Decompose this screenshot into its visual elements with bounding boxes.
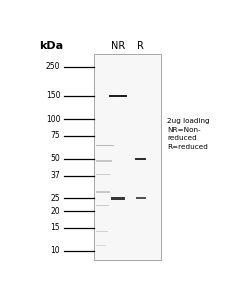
Text: 250: 250 [46, 62, 60, 71]
Bar [94, 55, 160, 260]
Text: R: R [137, 41, 143, 51]
Text: 50: 50 [50, 154, 60, 163]
Text: 100: 100 [46, 115, 60, 124]
Text: 15: 15 [50, 223, 60, 232]
Text: 20: 20 [50, 207, 60, 216]
Text: 25: 25 [50, 194, 60, 203]
Bar [95, 174, 110, 175]
Bar [135, 197, 145, 200]
Bar [95, 231, 107, 232]
Text: NR: NR [110, 41, 124, 51]
Text: 10: 10 [50, 246, 60, 255]
Bar [109, 94, 126, 97]
Text: 150: 150 [46, 92, 60, 100]
Text: 75: 75 [50, 131, 60, 140]
Bar [95, 160, 112, 162]
Bar [95, 191, 110, 193]
Bar [95, 205, 109, 206]
Bar [110, 197, 124, 200]
Text: 2ug loading
NR=Non-
reduced
R=reduced: 2ug loading NR=Non- reduced R=reduced [166, 118, 209, 150]
Text: 37: 37 [50, 172, 60, 181]
Bar [134, 158, 146, 160]
Text: kDa: kDa [39, 41, 63, 51]
Bar [95, 244, 106, 246]
Bar [95, 145, 114, 146]
